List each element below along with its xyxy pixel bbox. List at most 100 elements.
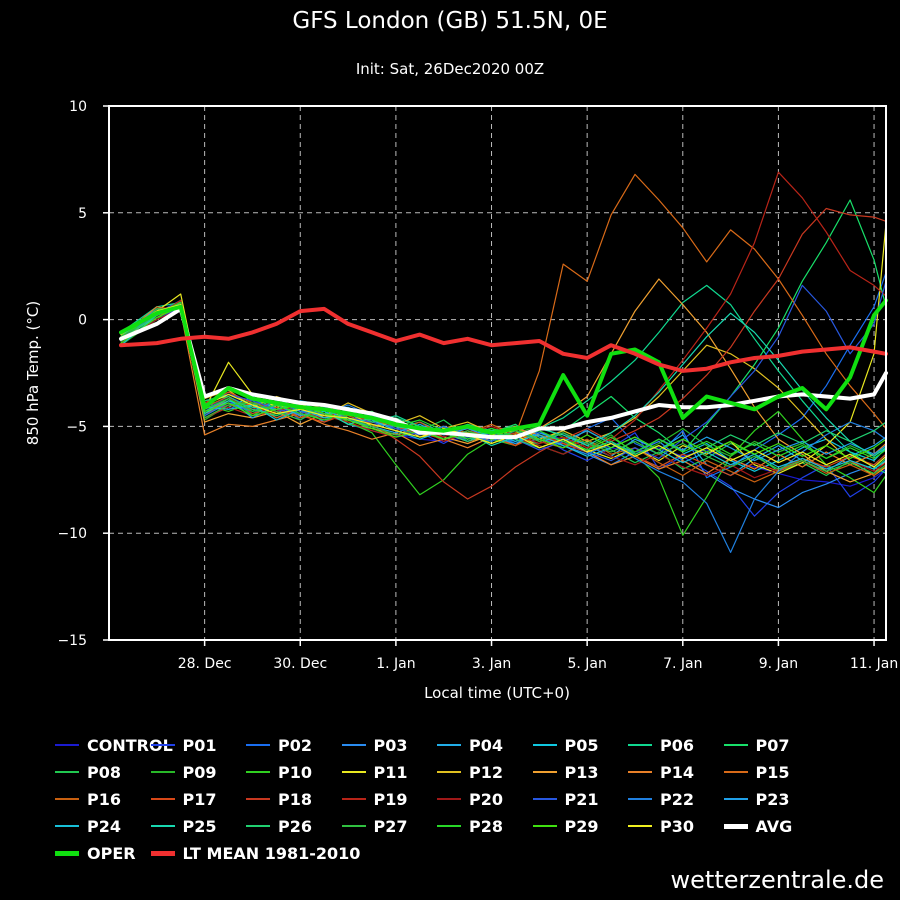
legend-item: LT MEAN 1981-2010: [150, 844, 360, 866]
legend-item: P21: [532, 790, 599, 812]
legend-label: P11: [373, 763, 408, 782]
axes-ticks: 10 5 0 −5 −10 −15 28. Dec 30. Dec 1. Jan 3. Jan 5.…: [57, 99, 898, 672]
y-tick-label: 10: [69, 99, 87, 115]
legend-swatch: [723, 824, 748, 829]
legend-swatch: [437, 743, 461, 746]
legend-label: P29: [564, 817, 599, 836]
legend-label: P17: [182, 790, 217, 809]
y-tick-label: −5: [66, 419, 87, 435]
legend-item: CONTROL: [55, 736, 173, 758]
legend-swatch: [150, 770, 175, 773]
legend-swatch: [55, 743, 79, 746]
legend-swatch: [150, 851, 175, 856]
site-credit: wetterzentrale.de: [670, 866, 884, 894]
legend-label: P30: [660, 817, 694, 836]
legend-swatch: [628, 743, 652, 746]
series-line-p17: [120, 301, 887, 477]
x-tick-label: 7. Jan: [663, 656, 702, 672]
legend-label: P18: [278, 790, 312, 809]
legend-swatch: [55, 824, 79, 827]
legend-swatch: [437, 824, 461, 827]
legend-label: P22: [660, 790, 694, 809]
legend-swatch: [437, 797, 461, 800]
series-line-p27: [120, 308, 887, 474]
series-line-avg: [119, 306, 888, 440]
legend-swatch: [55, 797, 79, 800]
legend-item: P24: [55, 817, 121, 839]
legend-item: P30: [628, 817, 694, 839]
grid-lines: [109, 106, 886, 640]
legend-swatch: [628, 824, 652, 827]
legend-label: P20: [469, 790, 503, 809]
legend-item: P19: [341, 790, 408, 812]
x-tick-label: 1. Jan: [376, 656, 415, 672]
y-tick-label: −15: [57, 633, 87, 649]
x-tick-label: 5. Jan: [567, 656, 606, 672]
legend-swatch: [150, 743, 175, 746]
legend-swatch: [150, 824, 175, 827]
legend-label: OPER: [87, 844, 136, 863]
legend-swatch: [628, 770, 652, 773]
legend-swatch: [55, 851, 79, 856]
legend-item: P10: [246, 763, 312, 785]
series-line-oper: [119, 298, 888, 435]
legend-label: AVG: [755, 817, 793, 836]
legend-label: P26: [278, 817, 312, 836]
legend-item: P22: [628, 790, 694, 812]
legend-swatch: [246, 824, 270, 827]
x-tick-label: 28. Dec: [178, 656, 232, 672]
legend-item: P23: [723, 790, 790, 812]
legend-label: P23: [755, 790, 790, 809]
legend-item: P28: [437, 817, 503, 839]
legend-item: P15: [723, 763, 790, 785]
legend-item: P17: [150, 790, 217, 812]
series-line-lt-mean-1981-2010: [119, 306, 888, 373]
legend-item: P16: [55, 790, 121, 812]
legend-label: P24: [87, 817, 121, 836]
legend-item: P03: [341, 736, 408, 758]
legend-item: P11: [341, 763, 408, 785]
legend-swatch: [341, 824, 366, 827]
legend-label: P05: [564, 736, 599, 755]
x-tick-label: 11. Jan: [850, 656, 898, 672]
chart-subtitle: Init: Sat, 26Dec2020 00Z: [355, 60, 545, 78]
legend-swatch: [341, 797, 366, 800]
legend-label: P04: [469, 736, 503, 755]
plot-series: [119, 171, 888, 554]
legend-label: P08: [87, 763, 121, 782]
legend-label: P16: [87, 790, 121, 809]
x-tick-label: 30. Dec: [273, 656, 327, 672]
legend-item: OPER: [55, 844, 136, 866]
legend-label: P13: [564, 763, 599, 782]
plot-frame: [108, 105, 887, 641]
legend-label: P19: [373, 790, 408, 809]
legend-swatch: [55, 770, 79, 773]
legend-swatch: [532, 824, 557, 827]
y-tick-label: 0: [78, 313, 87, 329]
legend-swatch: [246, 797, 270, 800]
legend-swatch: [341, 743, 366, 746]
legend-swatch: [532, 770, 557, 773]
legend-label: P12: [469, 763, 503, 782]
legend-swatch: [628, 797, 652, 800]
legend-label: P28: [469, 817, 503, 836]
legend-item: P26: [246, 817, 312, 839]
legend-item: P20: [437, 790, 503, 812]
legend-swatch: [437, 770, 461, 773]
legend-label: P09: [182, 763, 217, 782]
legend-item: P14: [628, 763, 694, 785]
y-tick-label: −10: [57, 526, 87, 542]
legend-item: P02: [246, 736, 312, 758]
legend-item: P18: [246, 790, 312, 812]
legend-swatch: [723, 770, 748, 773]
series-line-p30: [120, 304, 887, 468]
legend-label: P07: [755, 736, 790, 755]
legend-item: P07: [723, 736, 790, 758]
legend-label: CONTROL: [87, 736, 173, 755]
legend-label: P03: [373, 736, 408, 755]
series-line-p26: [120, 304, 887, 459]
series-line-p06: [120, 284, 887, 474]
legend-swatch: [723, 797, 748, 800]
series-line-p07: [120, 199, 887, 453]
legend-label: P25: [182, 817, 217, 836]
